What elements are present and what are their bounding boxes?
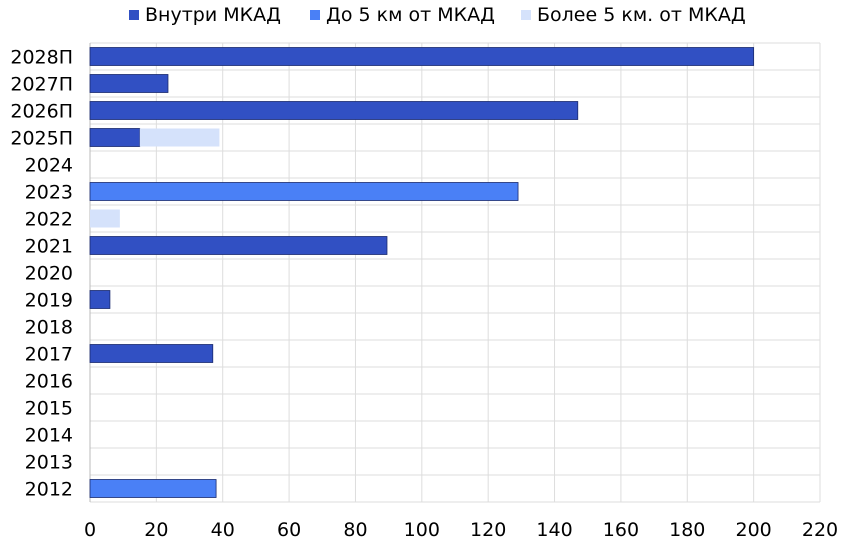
y-tick-label-2022: 2022 <box>25 209 73 231</box>
y-tick-label-2020: 2020 <box>25 263 73 285</box>
bar-2019-series-1 <box>89 290 111 309</box>
y-tick-label-2021: 2021 <box>25 236 73 258</box>
y-tick-label-2018: 2018 <box>25 317 73 339</box>
bar-2025п-series-1 <box>89 128 141 147</box>
bar-2022-series-3 <box>90 209 120 228</box>
bar-2025п-series-3 <box>139 128 220 147</box>
x-tick-label-200: 200 <box>736 519 772 541</box>
y-tick-label-2016: 2016 <box>25 371 73 393</box>
x-tick-label-100: 100 <box>404 519 440 541</box>
bars <box>89 47 755 498</box>
chart-legend: Внутри МКАД До 5 км от МКАД Более 5 км. … <box>0 2 857 28</box>
legend-item-beyond-5km: Более 5 км. от МКАД <box>521 2 746 28</box>
x-tick-label-180: 180 <box>669 519 705 541</box>
y-tick-label-2024: 2024 <box>25 155 73 177</box>
legend-swatch-inside-mkad <box>129 10 139 20</box>
x-axis-labels: 0 20 40 60 80 100 120 140 160 180 200 220 <box>84 519 838 541</box>
y-tick-label-2025п: 2025П <box>10 128 73 150</box>
x-tick-label-20: 20 <box>144 519 168 541</box>
legend-item-within-5km: До 5 км от МКАД <box>310 2 495 28</box>
y-tick-label-2013: 2013 <box>25 452 73 474</box>
y-axis-labels: 2028П 2027П 2026П 2025П 2024 2023 2022 2021 2020… <box>10 47 73 501</box>
bar-2021-series-1 <box>89 236 388 255</box>
bar-2027п-series-1 <box>89 74 169 93</box>
bar-2028п-series-1 <box>89 47 755 66</box>
legend-label-inside-mkad: Внутри МКАД <box>145 4 281 26</box>
y-tick-label-2014: 2014 <box>25 425 73 447</box>
x-tick-label-40: 40 <box>211 519 235 541</box>
x-tick-label-120: 120 <box>470 519 506 541</box>
y-tick-label-2023: 2023 <box>25 182 73 204</box>
x-tick-label-160: 160 <box>603 519 639 541</box>
legend-swatch-within-5km <box>310 10 320 20</box>
y-tick-label-2015: 2015 <box>25 398 73 420</box>
bar-2026п-series-1 <box>89 101 579 120</box>
y-tick-label-2019: 2019 <box>25 290 73 312</box>
x-tick-label-140: 140 <box>536 519 572 541</box>
y-tick-label-2012: 2012 <box>25 479 73 501</box>
bar-2023-series-2 <box>89 182 519 201</box>
x-tick-label-80: 80 <box>343 519 367 541</box>
bar-2017-series-1 <box>89 344 214 363</box>
x-tick-label-60: 60 <box>277 519 301 541</box>
legend-swatch-beyond-5km <box>521 10 531 20</box>
legend-item-inside-mkad: Внутри МКАД <box>129 2 281 28</box>
y-tick-label-2027п: 2027П <box>10 74 73 96</box>
x-tick-label-220: 220 <box>802 519 838 541</box>
bar-2012-series-2 <box>89 479 217 498</box>
y-tick-label-2026п: 2026П <box>10 101 73 123</box>
legend-label-beyond-5km: Более 5 км. от МКАД <box>537 4 746 26</box>
y-tick-label-2017: 2017 <box>25 344 73 366</box>
x-tick-label-0: 0 <box>84 519 96 541</box>
y-tick-label-2028п: 2028П <box>10 47 73 69</box>
legend-label-within-5km: До 5 км от МКАД <box>326 4 495 26</box>
